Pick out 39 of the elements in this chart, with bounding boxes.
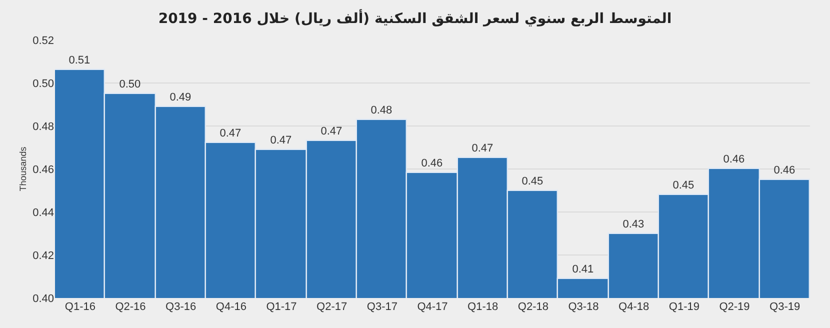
y-tick-label: 0.46 [32, 164, 54, 176]
data-label: 0.45 [522, 175, 544, 188]
y-tick-label: 0.52 [32, 34, 54, 47]
x-tick-label: Q1-17 [266, 301, 297, 313]
data-label: 0.47 [472, 142, 494, 154]
x-tick-label: Q3-16 [166, 301, 196, 313]
data-label: 0.47 [220, 127, 242, 140]
x-tick-label: Q1-16 [64, 301, 96, 313]
data-label: 0.45 [672, 179, 694, 192]
chart-title: المتوسط الربع سنوي لسعر الشقق السكنية (ألف ريال) خلال 2016 - 2019 [158, 8, 672, 27]
data-label: 0.47 [320, 125, 342, 138]
data-label: 0.48 [370, 104, 392, 116]
x-tick-label: Q1-19 [668, 301, 700, 313]
x-tick-label: Q1-18 [468, 301, 498, 313]
x-tick-label: Q3-17 [366, 301, 398, 313]
x-tick-label: Q3-19 [770, 301, 800, 313]
y-axis-title: Thousands [18, 146, 28, 192]
y-tick-label: 0.44 [32, 206, 54, 219]
y-tick-label: 0.40 [32, 292, 54, 305]
data-label: 0.51 [68, 54, 90, 66]
x-tick-label: Q4-17 [417, 301, 448, 313]
data-label: 0.46 [774, 164, 796, 176]
x-tick-label: Q4-18 [618, 301, 650, 313]
x-tick-label: Q2-18 [518, 301, 548, 313]
x-tick-label: Q4-16 [216, 301, 246, 313]
data-label: 0.50 [119, 78, 141, 90]
data-label: 0.43 [622, 218, 644, 230]
x-tick-label: Q2-16 [115, 301, 146, 313]
data-label: 0.49 [170, 91, 192, 104]
data-label: 0.41 [572, 263, 594, 276]
data-label: 0.46 [723, 153, 745, 166]
y-tick-label: 0.42 [32, 250, 54, 262]
x-tick-label: Q2-17 [316, 301, 348, 313]
y-tick-label: 0.50 [32, 78, 54, 90]
y-tick-label: 0.48 [32, 120, 54, 133]
x-tick-label: Q3-18 [568, 301, 599, 313]
data-label: 0.46 [421, 157, 443, 170]
x-tick-label: Q2-19 [719, 301, 750, 313]
data-label: 0.47 [270, 134, 292, 146]
